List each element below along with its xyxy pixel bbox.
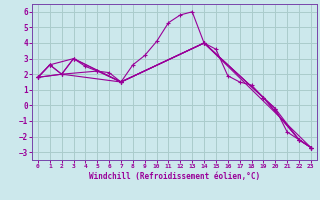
X-axis label: Windchill (Refroidissement éolien,°C): Windchill (Refroidissement éolien,°C)	[89, 172, 260, 181]
